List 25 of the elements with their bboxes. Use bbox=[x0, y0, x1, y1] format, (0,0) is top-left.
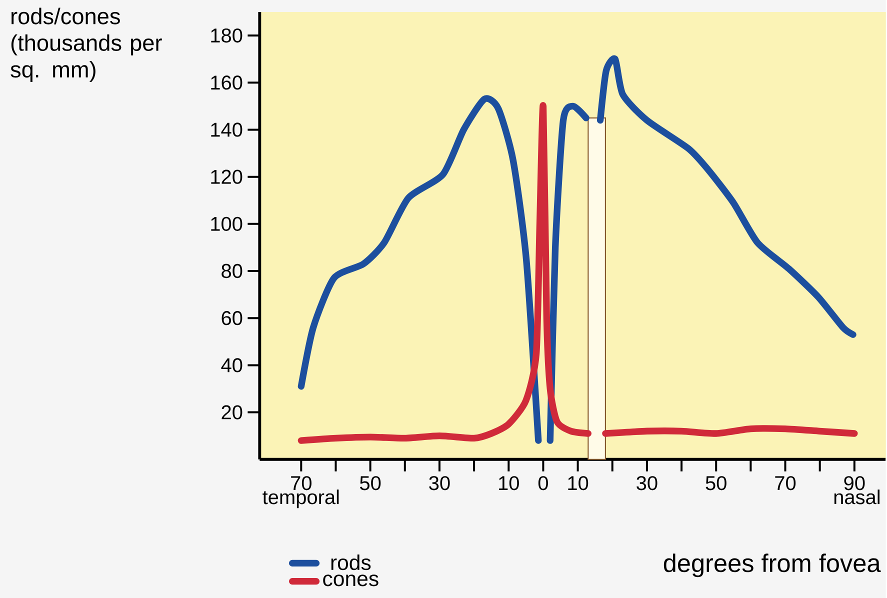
x-axis-title: degrees from fovea bbox=[664, 553, 881, 578]
x-tick-label: 70 bbox=[775, 476, 796, 490]
y-tick-label: 180 bbox=[211, 28, 242, 42]
legend-label: cones bbox=[323, 574, 378, 586]
y-tick-label: 120 bbox=[211, 170, 242, 184]
text: nasal bbox=[834, 489, 880, 504]
x-tick-label: 30 bbox=[636, 476, 658, 490]
text: temporal bbox=[262, 489, 339, 508]
x-tick-label: 0 bbox=[538, 476, 548, 490]
y-tick-label: 60 bbox=[222, 310, 242, 326]
x-tick-label: 10 bbox=[568, 476, 588, 490]
y-tick-label: 140 bbox=[211, 122, 242, 137]
x-tick-label: 50 bbox=[360, 476, 381, 490]
x-tick-label: 90 bbox=[844, 476, 865, 490]
x-tick-label: 30 bbox=[429, 476, 450, 490]
y-tick-label: 40 bbox=[221, 358, 242, 372]
y-axis-title: rods/cones (thousands per sq. mm) bbox=[10, 8, 162, 82]
y-tick-label: 80 bbox=[222, 264, 242, 278]
y-tick-label: 20 bbox=[222, 405, 242, 420]
x-tick-label: 10 bbox=[499, 476, 519, 490]
x-tick-label: 50 bbox=[706, 476, 726, 490]
y-tick-label: 100 bbox=[211, 216, 242, 231]
legend-label: rods bbox=[331, 554, 371, 570]
x-tick-label: 70 bbox=[291, 476, 312, 490]
y-tick-label: 160 bbox=[211, 75, 242, 90]
